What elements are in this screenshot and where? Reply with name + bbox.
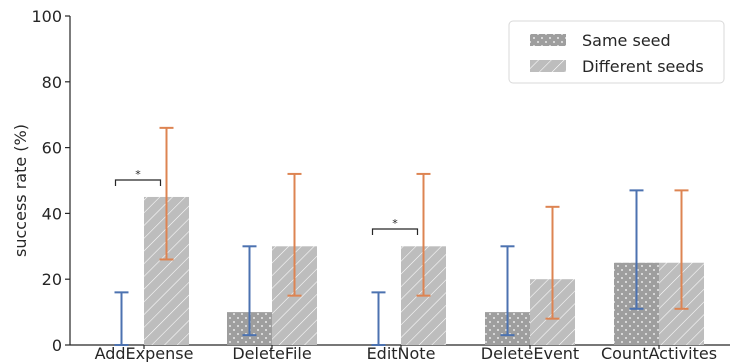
x-tick-label: AddExpense — [95, 344, 194, 362]
y-axis-label: success rate (%) — [11, 124, 30, 257]
legend-label-different-seeds: Different seeds — [582, 57, 704, 76]
x-tick-label: EditNote — [367, 344, 436, 362]
y-tick-label: 20 — [42, 270, 62, 289]
y-tick-label: 0 — [52, 336, 62, 355]
significance-marker: * — [135, 168, 141, 181]
legend-label-same-seed: Same seed — [582, 31, 671, 50]
legend-swatch-different-seeds — [530, 60, 566, 72]
x-tick-label: CountActivites — [601, 344, 717, 362]
significance-bracket — [114, 179, 162, 186]
significance-bracket — [371, 228, 419, 235]
x-tick-label: DeleteEvent — [481, 344, 579, 362]
significance-marker: * — [392, 217, 398, 230]
legend-swatch-same-seed — [530, 34, 566, 46]
y-tick-label: 40 — [42, 204, 62, 223]
y-tick-label: 80 — [42, 73, 62, 92]
x-tick-label: DeleteFile — [232, 344, 311, 362]
y-tick-label: 100 — [31, 7, 62, 26]
y-tick-label: 60 — [42, 139, 62, 158]
